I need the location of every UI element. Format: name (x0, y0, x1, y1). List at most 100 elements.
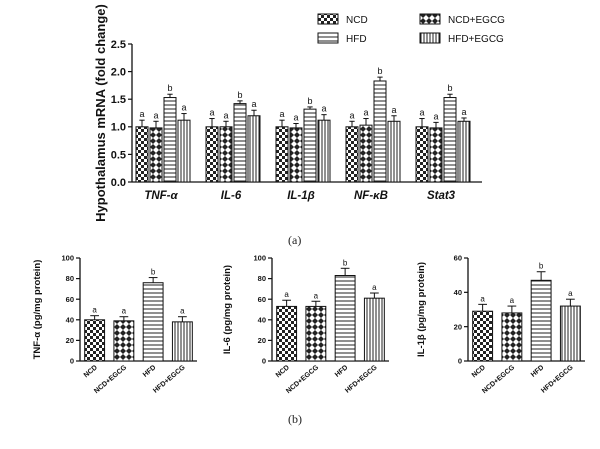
bar (317, 119, 331, 183)
bar (149, 127, 163, 183)
bar (305, 305, 327, 362)
significance-label: a (568, 289, 573, 298)
legend: NCD NCD+EGCG HFD HFD+EGCG (317, 13, 505, 45)
x-tick-label: HFD (334, 364, 350, 379)
y-tick-label: 2.0 (111, 66, 126, 78)
panel-a-label: (a) (288, 233, 302, 247)
significance-label: b (307, 96, 312, 106)
y-tick-label: 80 (258, 274, 266, 283)
y-tick-label: 0.5 (111, 149, 126, 161)
bar (415, 126, 429, 183)
y-tick-label: 1.0 (111, 122, 126, 134)
significance-label: a (372, 283, 377, 292)
y-tick-label: 0 (458, 357, 462, 366)
bar (373, 80, 387, 183)
significance-label: b (377, 66, 382, 76)
bar (233, 103, 247, 183)
significance-label: a (279, 109, 284, 119)
y-axis-label: TNF-α (pg/mg protein) (32, 260, 43, 360)
y-tick-label: 60 (258, 295, 266, 304)
significance-label: b (167, 83, 172, 93)
significance-label: a (293, 112, 298, 122)
x-tick-label: NCD (471, 364, 487, 379)
y-tick-label: 20 (454, 322, 462, 331)
bar (457, 120, 471, 183)
x-tick-label: TNF-α (144, 190, 178, 202)
significance-label: a (321, 104, 326, 114)
chart-b2: 0 20 40 60 80 100 IL-6 (pg/mg protein) a NCD a NCD… (222, 254, 389, 395)
bar (289, 127, 303, 183)
x-tick-label: IL-6 (221, 190, 242, 202)
y-tick-label: 0 (262, 357, 266, 366)
significance-label: a (251, 99, 256, 109)
y-tick-label: 0.0 (111, 177, 126, 189)
y-tick-label: 100 (253, 254, 266, 263)
y-axis-label: Hypothalamus mRNA (fold change) (93, 4, 108, 222)
y-tick-label: 40 (258, 315, 266, 324)
x-tick-label: NCD+EGCG (285, 364, 320, 395)
y-tick-label: 40 (66, 315, 74, 324)
y-tick-label: 60 (66, 295, 74, 304)
y-tick-label: 1.5 (111, 94, 126, 106)
significance-label: a (510, 296, 515, 305)
y-tick-label: 100 (61, 254, 74, 263)
y-tick-label: 20 (258, 336, 266, 345)
x-tick-label: NCD (275, 364, 291, 379)
chart-b1: 0 20 40 60 80 100 TNF-α (pg/mg protein) a NCD a NC… (32, 254, 197, 395)
legend-entry: NCD (346, 15, 368, 26)
bar (135, 126, 149, 183)
y-axis-label: IL-1β (pg/mg protein) (416, 262, 427, 357)
chart-b3: 0 20 40 60 IL-1β (pg/mg protein) a NCD a NCD+EGC… (416, 254, 585, 395)
bar (501, 312, 523, 362)
x-tick-label: NCD+EGCG (93, 364, 128, 395)
bar (303, 108, 317, 183)
x-tick-label: HFD+EGCG (344, 364, 379, 395)
bar (334, 275, 356, 362)
bar (359, 124, 373, 183)
significance-label: a (284, 290, 289, 299)
significance-label: a (480, 294, 485, 303)
x-tick-label: HFD+EGCG (540, 364, 575, 395)
x-tick-label: NF-κB (354, 190, 388, 202)
bar (443, 97, 457, 183)
bar (559, 305, 581, 362)
bar (530, 279, 552, 362)
significance-label: a (314, 291, 319, 300)
bar (84, 319, 106, 362)
bar (219, 126, 233, 183)
y-tick-label: 2.5 (111, 39, 126, 51)
bar (363, 297, 385, 362)
significance-label: a (181, 103, 186, 113)
legend-entry: NCD+EGCG (448, 15, 505, 26)
x-tick-label: Stat3 (427, 190, 456, 202)
significance-label: a (461, 107, 466, 117)
significance-label: a (433, 111, 438, 121)
y-tick-label: 60 (454, 254, 462, 263)
y-tick-label: 0 (70, 357, 74, 366)
x-tick-label: NCD (83, 364, 99, 379)
significance-label: b (343, 258, 348, 267)
y-axis-label: IL-6 (pg/mg protein) (222, 265, 233, 354)
legend-swatch (317, 13, 339, 25)
panel-b-label: (b) (288, 412, 302, 426)
significance-label: a (223, 110, 228, 120)
bar (142, 282, 164, 362)
significance-label: a (209, 108, 214, 118)
y-tick-label: 40 (454, 288, 462, 297)
significance-label: a (153, 110, 158, 120)
bar (163, 97, 177, 183)
x-tick-label: HFD (530, 364, 546, 379)
significance-label: b (151, 268, 156, 277)
x-tick-label: IL-1β (287, 190, 315, 202)
bar (275, 126, 289, 183)
legend-swatch (419, 13, 441, 25)
legend-swatch (419, 32, 441, 44)
bar (276, 305, 298, 362)
significance-label: a (419, 108, 424, 118)
significance-label: b (237, 90, 242, 100)
significance-label: a (122, 307, 127, 316)
significance-label: b (539, 262, 544, 271)
